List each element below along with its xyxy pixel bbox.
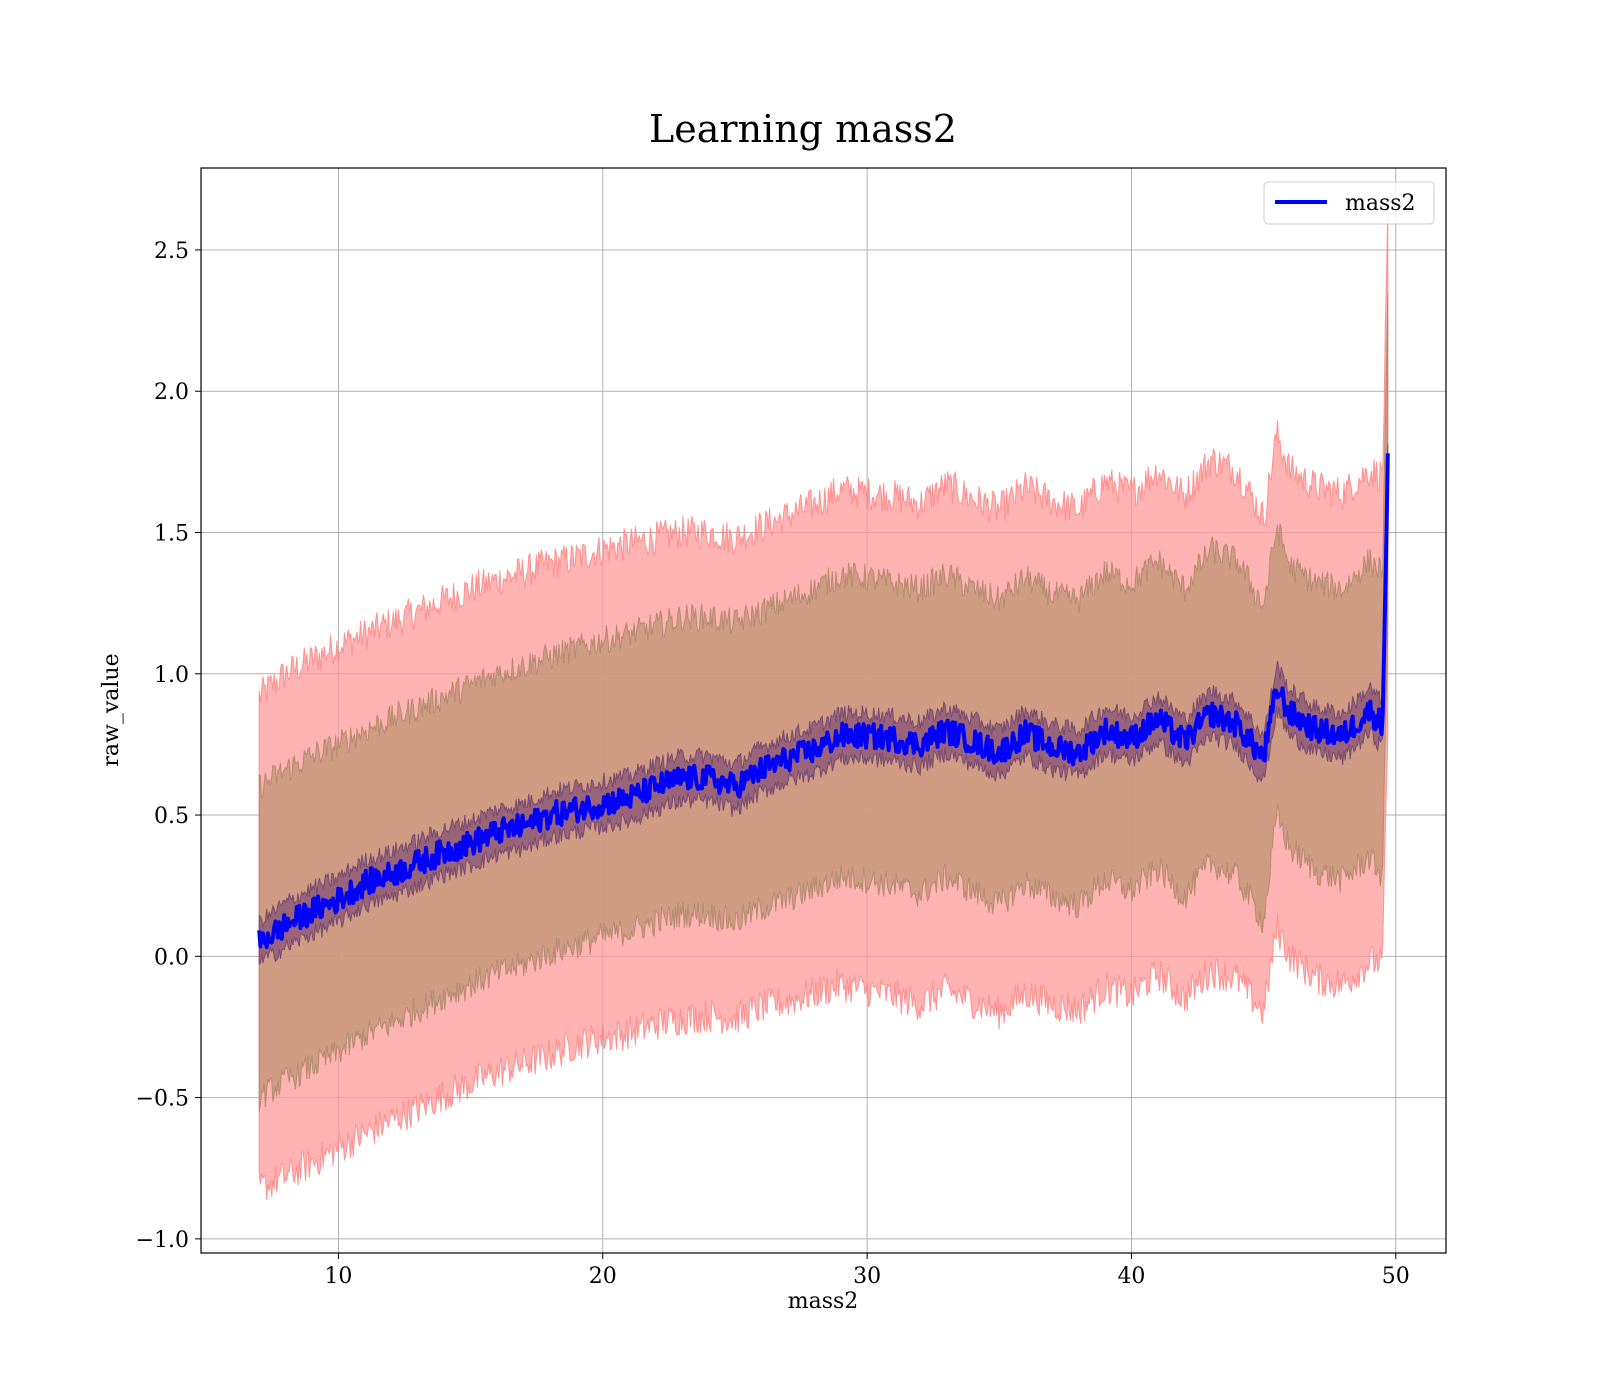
mean-line-layer xyxy=(257,453,1390,950)
y-tick-label: 1.5 xyxy=(154,521,189,546)
x-tick-label: 10 xyxy=(324,1264,352,1289)
x-axis-label: mass2 xyxy=(788,1289,859,1314)
y-tick-label: 0.5 xyxy=(154,804,189,829)
x-tick-label: 20 xyxy=(589,1264,617,1289)
y-tick-label: 1.0 xyxy=(154,663,189,688)
series-line-mass2 xyxy=(257,453,1390,950)
plot-area: 10 20 30 40 50 −1.0 −0.5 0.0 0.5 1.0 1.5 2.0 2.5 xyxy=(136,167,1447,1289)
x-axis-ticks: 10 20 30 40 50 xyxy=(324,1253,1410,1289)
plot-frame xyxy=(200,167,1447,1254)
legend-entry-mass2: mass2 xyxy=(1345,191,1416,216)
y-tick-label: 2.5 xyxy=(154,239,189,264)
y-tick-label: −0.5 xyxy=(136,1087,189,1112)
y-tick-label: 0.0 xyxy=(154,945,189,970)
legend: mass2 xyxy=(1263,181,1435,225)
x-tick-label: 40 xyxy=(1117,1264,1145,1289)
x-tick-label: 50 xyxy=(1382,1264,1410,1289)
x-tick-label: 30 xyxy=(853,1264,881,1289)
confidence-bands xyxy=(258,205,1389,1200)
y-axis-label: raw_value xyxy=(99,653,124,766)
chart-title: Learning mass2 xyxy=(649,107,957,151)
legend-box xyxy=(1263,181,1435,225)
band-inner xyxy=(258,293,1389,1112)
y-tick-label: −1.0 xyxy=(136,1228,189,1253)
y-axis-ticks: −1.0 −0.5 0.0 0.5 1.0 1.5 2.0 2.5 xyxy=(136,239,201,1253)
y-tick-label: 2.0 xyxy=(154,380,189,405)
